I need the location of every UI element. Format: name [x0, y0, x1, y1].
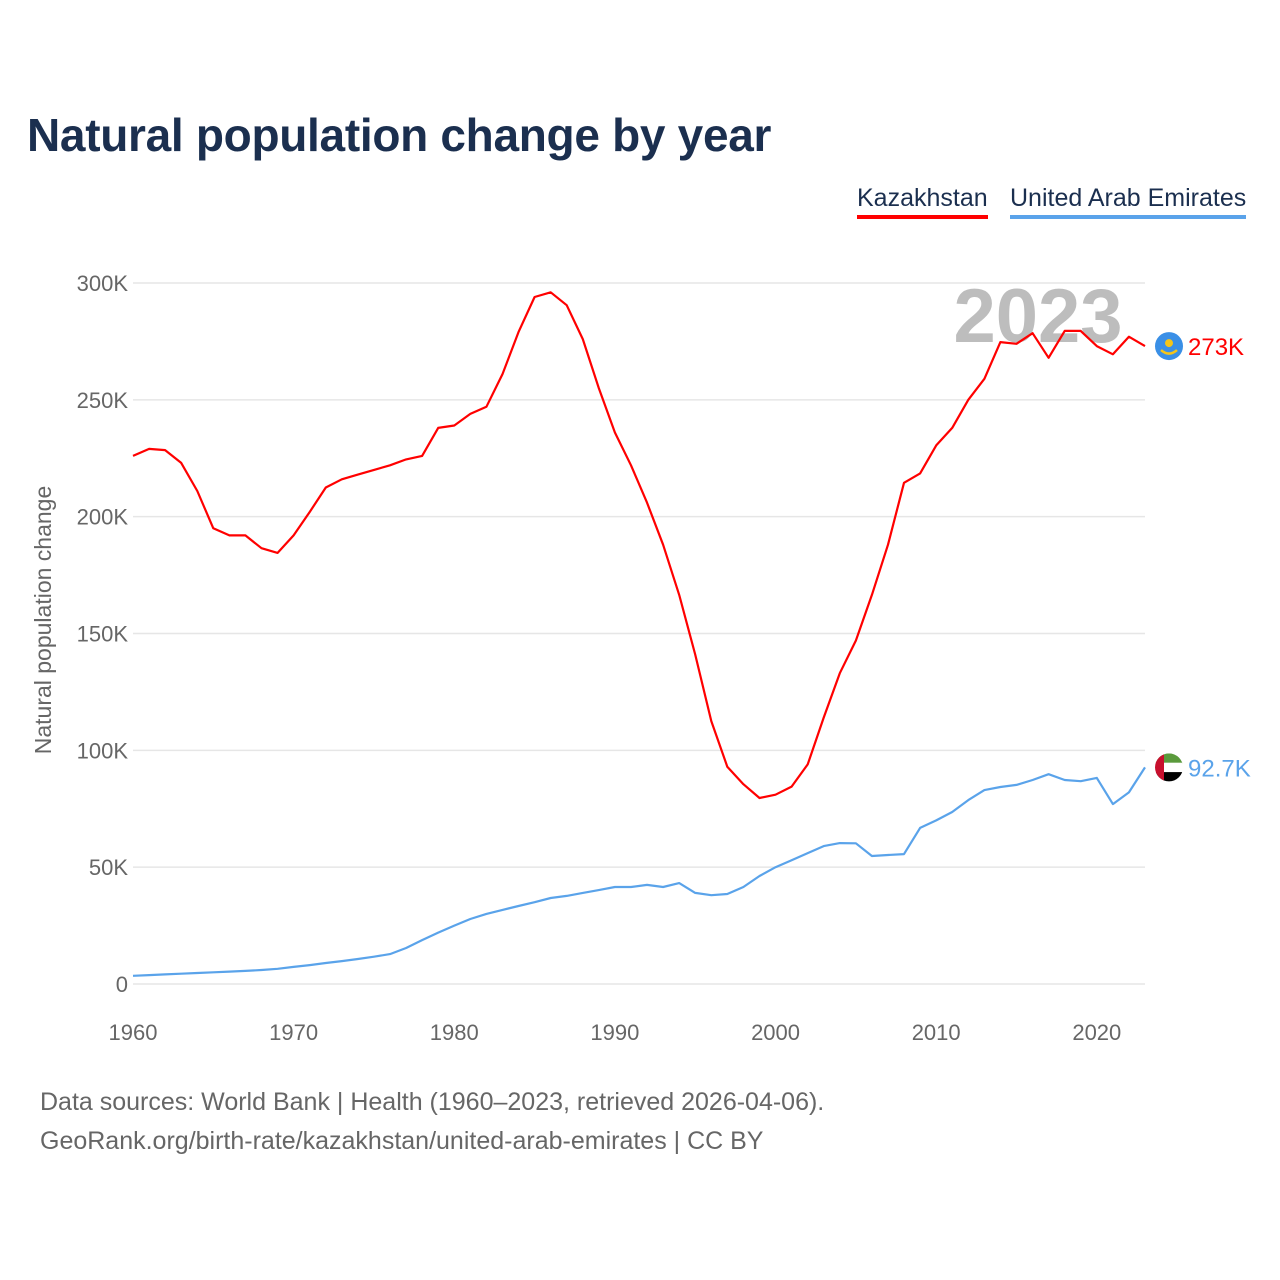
- series-line-kazakhstan[interactable]: [132, 291, 1146, 800]
- x-tick-label: 1970: [269, 1020, 318, 1045]
- x-tick-label: 2020: [1072, 1020, 1121, 1045]
- y-tick-label: 100K: [77, 738, 129, 763]
- series-line-united-arab-emirates[interactable]: [132, 766, 1146, 977]
- legend-united-arab-emirates[interactable]: United Arab Emirates: [1010, 184, 1247, 219]
- x-tick-label: 1990: [590, 1020, 639, 1045]
- y-tick-label: 0: [116, 972, 128, 997]
- y-tick-label: 150K: [77, 622, 129, 647]
- y-tick-label: 50K: [89, 855, 128, 880]
- x-tick-label: 1980: [430, 1020, 479, 1045]
- footer-link[interactable]: GeoRank.org/birth-rate/kazakhstan/united…: [40, 1127, 764, 1155]
- y-tick-label: 300K: [77, 271, 129, 296]
- x-tick-label: 2010: [912, 1020, 961, 1045]
- end-value-label: 92.7K: [1188, 755, 1251, 782]
- y-axis-label: Natural population change: [30, 486, 56, 755]
- kazakhstan-flag-icon: [1155, 332, 1183, 361]
- x-tick-label: 1960: [109, 1020, 158, 1045]
- end-value-label: 273K: [1188, 334, 1244, 361]
- y-tick-label: 200K: [77, 505, 129, 530]
- uae-flag-icon: [1155, 753, 1183, 782]
- x-tick-label: 2000: [751, 1020, 800, 1045]
- chart-title: Natural population change by year: [27, 109, 772, 161]
- legend-kazakhstan[interactable]: Kazakhstan: [857, 184, 988, 219]
- y-tick-label: 250K: [77, 388, 129, 413]
- footer-sources: Data sources: World Bank | Health (1960–…: [40, 1088, 825, 1116]
